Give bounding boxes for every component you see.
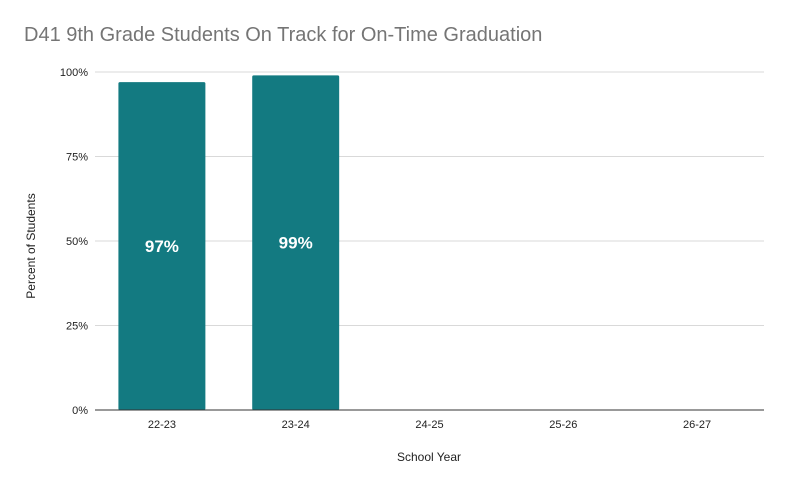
x-tick-label: 25-26: [549, 419, 577, 431]
x-axis-title: School Year: [397, 450, 461, 464]
data-label: 99%: [279, 234, 313, 253]
x-tick-label: 22-23: [148, 419, 176, 431]
y-axis-title: Percent of Students: [24, 193, 38, 298]
y-tick-label: 100%: [60, 67, 88, 79]
y-tick-label: 0%: [72, 405, 88, 417]
x-tick-label: 24-25: [415, 419, 443, 431]
chart-title: D41 9th Grade Students On Track for On-T…: [24, 24, 543, 46]
data-label: 97%: [145, 237, 179, 256]
labels: 0% 25% 50% 75% 100% 97% 22-23 99% 23-24 24-25 25-2…: [60, 67, 711, 431]
gridlines: [95, 71, 764, 326]
y-tick-label: 75%: [66, 152, 88, 164]
y-tick-label: 50%: [66, 236, 88, 248]
bar: [118, 82, 206, 410]
x-tick-label: 26-27: [683, 419, 711, 431]
x-tick-label: 23-24: [282, 419, 310, 431]
bar: [252, 75, 340, 410]
bars: [118, 75, 340, 410]
y-tick-label: 25%: [66, 321, 88, 333]
